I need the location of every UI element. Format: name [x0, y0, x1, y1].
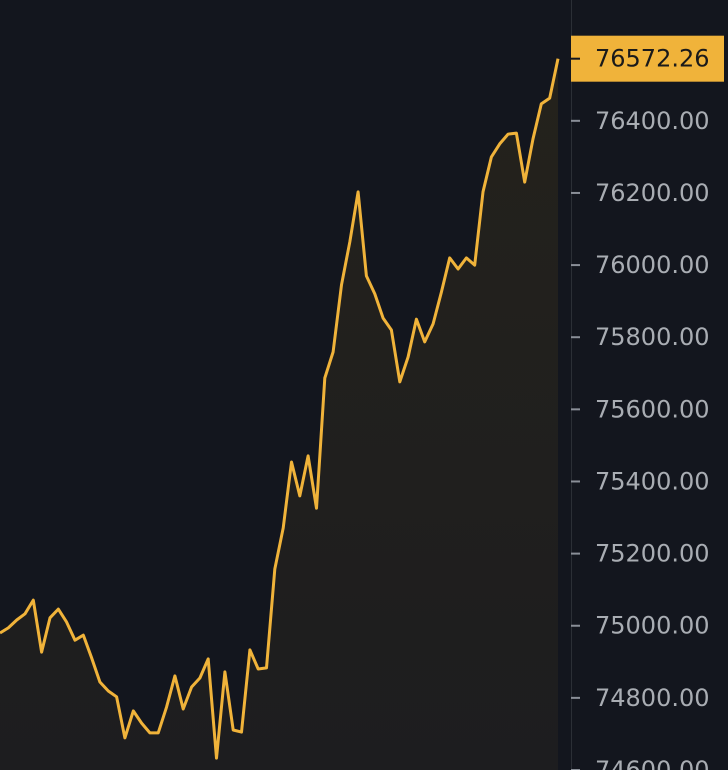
y-tick-label: 75200.00	[595, 540, 710, 568]
y-tick-label: 75400.00	[595, 467, 710, 495]
last-price-label: 76572.26	[595, 45, 710, 73]
y-tick-label: 74600.00	[595, 756, 710, 770]
last-price-box	[571, 35, 724, 82]
y-tick-label: 75000.00	[595, 612, 710, 640]
y-tick-label: 76400.00	[595, 107, 710, 135]
y-tick-label: 75800.00	[595, 323, 710, 351]
y-tick-label: 76000.00	[595, 251, 710, 279]
y-tick-label: 76200.00	[595, 179, 710, 207]
y-tick-label: 74800.00	[595, 684, 710, 712]
price-line	[0, 58, 560, 760]
area	[0, 58, 558, 770]
y-tick-label: 75600.00	[595, 395, 710, 423]
